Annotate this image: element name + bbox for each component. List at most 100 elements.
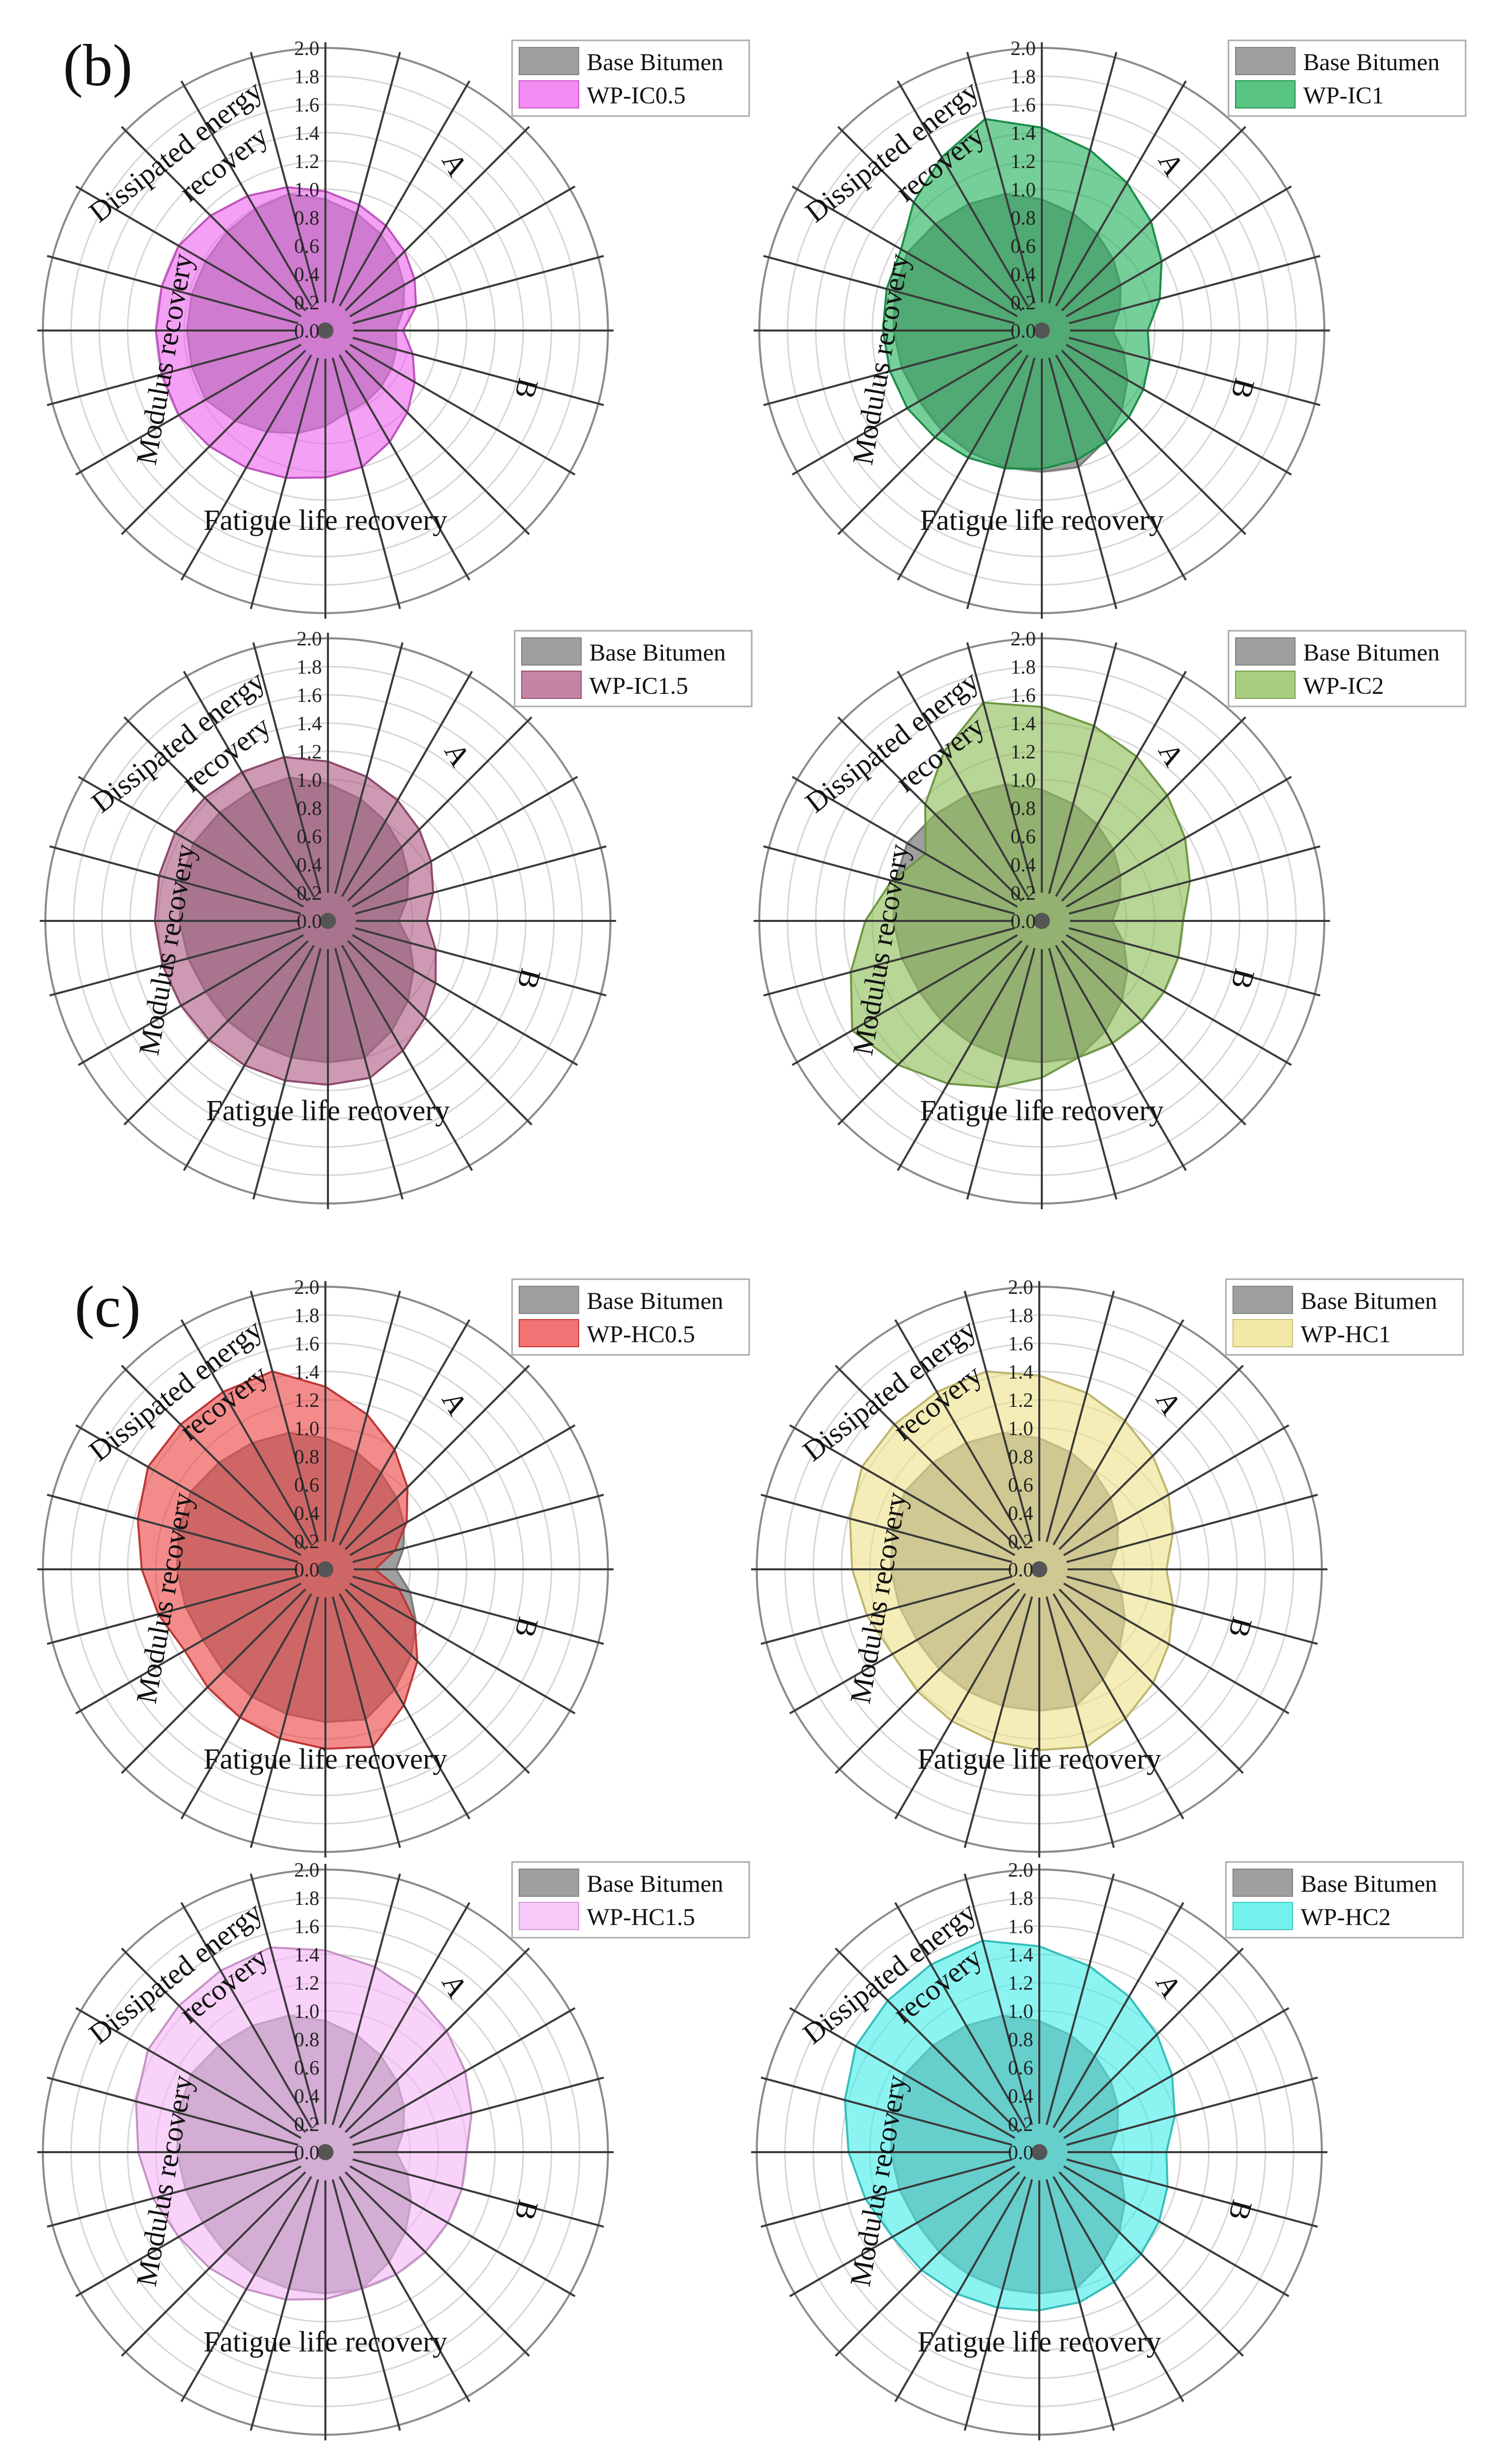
spoke bbox=[331, 1873, 401, 2125]
radial-tick-label: 1.2 bbox=[1008, 1972, 1033, 1994]
spoke bbox=[339, 1902, 471, 2128]
spoke bbox=[897, 671, 1029, 897]
spoke bbox=[1052, 1593, 1185, 1820]
radial-tick-label: 0.4 bbox=[1008, 2085, 1033, 2107]
radial-tick-label: 1.8 bbox=[1008, 1887, 1033, 1909]
spoke bbox=[894, 1319, 1026, 1546]
spoke bbox=[894, 2176, 1026, 2402]
spoke bbox=[1061, 350, 1247, 535]
spoke bbox=[352, 776, 578, 908]
radial-tick-label: 1.0 bbox=[1011, 178, 1036, 201]
legend-swatch bbox=[1235, 80, 1296, 108]
radial-tick-label: 1.4 bbox=[294, 122, 319, 144]
spoke bbox=[1066, 776, 1292, 908]
spoke bbox=[355, 845, 607, 915]
radar-chart-8: 0.0 0.2 0.4 0.6 0.8 1.0 1.2 1.4 1.6 1.8 2.0 A B Fatig… bbox=[751, 1858, 1464, 2441]
radial-tick-label: 1.8 bbox=[1011, 65, 1036, 88]
axis-label-b: B bbox=[1222, 2197, 1259, 2224]
spoke bbox=[1058, 2171, 1244, 2357]
spoke bbox=[897, 354, 1029, 581]
spoke bbox=[837, 940, 1023, 1126]
radial-tick-label: 1.0 bbox=[297, 769, 322, 791]
radial-tick-label: 2.0 bbox=[1011, 37, 1036, 60]
spoke bbox=[355, 927, 607, 997]
spoke bbox=[250, 1873, 319, 2125]
spoke bbox=[252, 948, 322, 1200]
spoke bbox=[792, 934, 1018, 1066]
radial-tick-label: 0.2 bbox=[1008, 2113, 1033, 2136]
legend-label: Base Bitumen bbox=[1303, 49, 1440, 76]
spoke bbox=[1058, 1364, 1244, 1550]
spoke bbox=[1055, 354, 1187, 581]
radial-tick-label: 0.8 bbox=[294, 1445, 319, 1468]
spoke bbox=[334, 642, 404, 894]
legend-label: Base Bitumen bbox=[587, 49, 723, 76]
radial-tick-label: 1.0 bbox=[1008, 1417, 1033, 1440]
legend: Base Bitumen WP-IC2 bbox=[1227, 630, 1467, 707]
axis-label-fatigue-life-recovery: Fatigue life recovery bbox=[203, 2325, 447, 2358]
spoke bbox=[834, 1364, 1020, 1550]
spoke bbox=[46, 2158, 299, 2228]
radial-tick-label: 0.6 bbox=[1011, 235, 1036, 257]
legend-swatch bbox=[519, 1286, 579, 1314]
spoke bbox=[121, 2171, 306, 2357]
radial-tick-label: 0.8 bbox=[297, 797, 322, 819]
radial-tick-label: 1.6 bbox=[294, 93, 319, 116]
spoke bbox=[1069, 845, 1321, 915]
spoke bbox=[75, 344, 302, 476]
spoke bbox=[1061, 940, 1247, 1126]
spoke bbox=[331, 51, 401, 304]
axis-label-a: A bbox=[1152, 737, 1191, 772]
radar-spokes bbox=[751, 1281, 1328, 1858]
spoke bbox=[352, 255, 604, 324]
radial-tick-label: 0.0 bbox=[1008, 2141, 1033, 2164]
radial-tick-label: 1.4 bbox=[297, 712, 322, 735]
axis-label-b: B bbox=[1222, 1614, 1259, 1641]
spoke bbox=[347, 716, 533, 902]
spoke bbox=[1052, 1319, 1185, 1546]
spoke bbox=[180, 2176, 312, 2402]
spoke bbox=[49, 845, 301, 915]
radial-tick-label: 0.0 bbox=[294, 1558, 319, 1581]
legend-swatch bbox=[1233, 1869, 1293, 1897]
spoke bbox=[121, 1947, 306, 2133]
spoke bbox=[46, 2076, 299, 2146]
axis-label-fatigue-life-recovery: Fatigue life recovery bbox=[203, 1742, 447, 1775]
spoke bbox=[1066, 1494, 1318, 1563]
radial-tick-label: 0.8 bbox=[1011, 206, 1036, 229]
radar-spokes bbox=[39, 632, 617, 1210]
radial-tick-label: 1.0 bbox=[294, 178, 319, 201]
radar-chart-3: 0.0 0.2 0.4 0.6 0.8 1.0 1.2 1.4 1.6 1.8 2.0 A B Fatig… bbox=[39, 627, 753, 1210]
axis-label-fatigue-life-recovery: Fatigue life recovery bbox=[917, 1742, 1161, 1775]
legend-swatch bbox=[1235, 47, 1296, 75]
spoke bbox=[1069, 927, 1321, 997]
spoke bbox=[763, 255, 1015, 324]
legend-swatch bbox=[519, 47, 579, 75]
spoke bbox=[123, 716, 309, 902]
spoke bbox=[792, 344, 1018, 476]
legend-label: Base Bitumen bbox=[589, 639, 726, 666]
legend-label: WP-HC1.5 bbox=[587, 1904, 695, 1931]
spoke bbox=[345, 1589, 530, 1774]
radar-spokes bbox=[753, 42, 1330, 619]
axis-label-b: B bbox=[511, 965, 547, 993]
radial-tick-label: 1.4 bbox=[294, 1943, 319, 1966]
radial-tick-label: 0.6 bbox=[294, 1473, 319, 1496]
radial-tick-label: 1.4 bbox=[1008, 1360, 1033, 1383]
center-dot bbox=[1034, 322, 1050, 339]
spoke bbox=[250, 51, 319, 304]
legend-label: Base Bitumen bbox=[587, 1288, 723, 1315]
radial-tick-label: 1.6 bbox=[1011, 684, 1036, 706]
radial-tick-label: 0.8 bbox=[1008, 2028, 1033, 2051]
spoke bbox=[897, 80, 1029, 307]
radial-tick-label: 0.6 bbox=[294, 2056, 319, 2079]
radial-tick-label: 0.4 bbox=[1011, 263, 1036, 286]
spoke bbox=[331, 2179, 401, 2431]
spoke bbox=[121, 1364, 306, 1550]
radial-tick-label: 1.6 bbox=[297, 684, 322, 706]
radar-spokes bbox=[37, 1281, 614, 1858]
legend: Base Bitumen WP-HC1 bbox=[1225, 1278, 1464, 1356]
radial-tick-label: 0.0 bbox=[1011, 319, 1036, 342]
axis-label-a: A bbox=[438, 737, 477, 772]
